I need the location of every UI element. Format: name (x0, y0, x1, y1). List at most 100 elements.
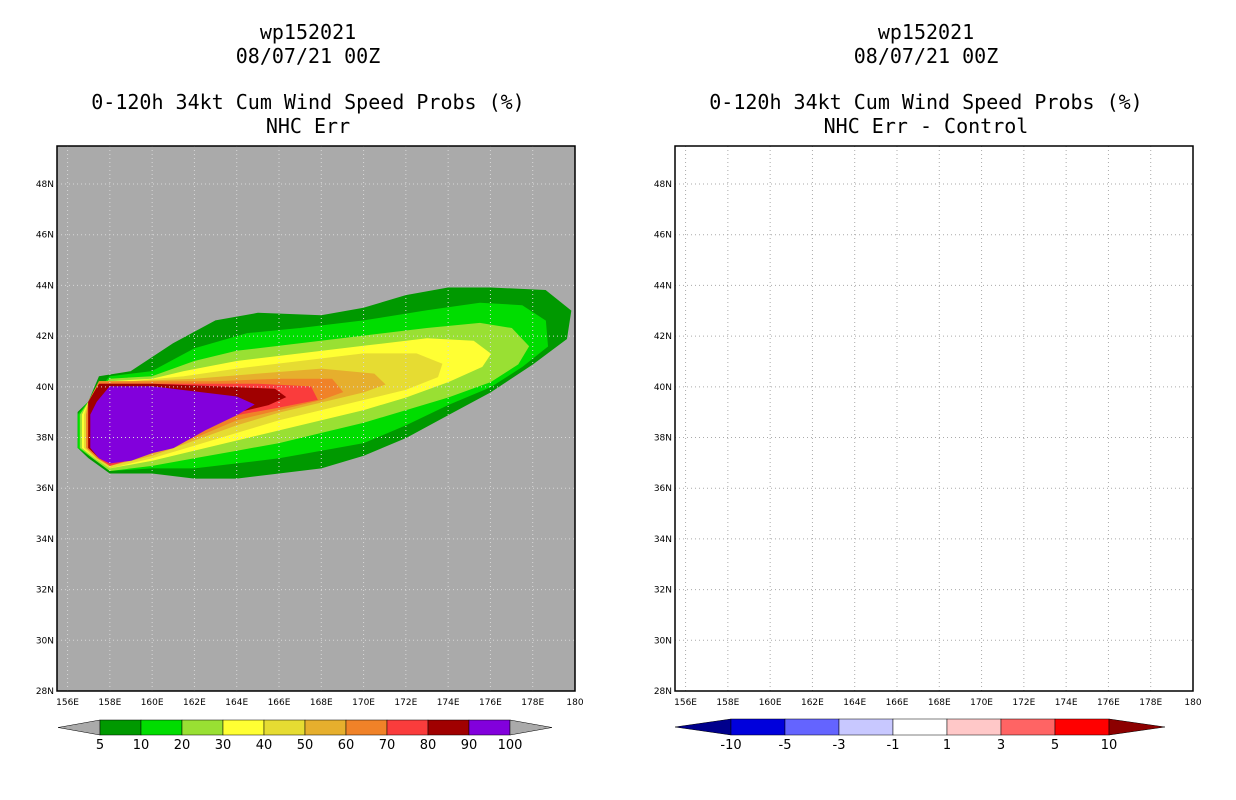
right-colorbar-swatch (892, 718, 948, 736)
left-y-tick-label: 32N (36, 586, 54, 596)
right-x-tick-label: 162E (801, 698, 824, 708)
left-y-tick-label: 30N (36, 636, 54, 646)
left-colorbar-swatch (427, 719, 470, 736)
right-colorbar-label: -5 (779, 738, 792, 753)
right-colorbar-swatch (730, 718, 786, 736)
chart-title-left: 0-120h 34kt Cum Wind Speed Probs (%) (91, 90, 525, 114)
left-y-tick-label: 42N (36, 332, 54, 342)
right-colorbar-arrow-low (674, 718, 732, 736)
right-y-tick-label: 44N (654, 281, 672, 291)
right-x-tick-label: 170E (970, 698, 993, 708)
left-y-tick-label: 44N (36, 281, 54, 291)
left-x-tick-label: 168E (310, 698, 333, 708)
chart-title-right: 0-120h 34kt Cum Wind Speed Probs (%) (709, 90, 1143, 114)
left-y-tick-label: 46N (36, 231, 54, 241)
right-colorbar-label: -10 (720, 738, 741, 753)
right-colorbar-swatch (784, 718, 840, 736)
left-colorbar-label: 50 (297, 738, 314, 753)
left-y-tick-label: 48N (36, 180, 54, 190)
right-y-tick-label: 40N (654, 383, 672, 393)
left-colorbar-label: 20 (174, 738, 191, 753)
left-colorbar-swatch (222, 719, 265, 736)
left-x-tick-label: 156E (56, 698, 79, 708)
left-y-tick-label: 36N (36, 484, 54, 494)
left-x-tick-label: 162E (183, 698, 206, 708)
left-contour-90 (90, 386, 255, 464)
left-x-tick-label: 158E (98, 698, 121, 708)
left-x-tick-label: 170E (352, 698, 375, 708)
left-colorbar-swatch (140, 719, 183, 736)
left-colorbar-arrow-high (509, 719, 553, 736)
probability-map-chart: 28N 30N 32N 34N 36N 38N 40N 42N 44N 46N 48N 156E 158… (36, 145, 584, 753)
chart-subtitle-left: NHC Err (265, 114, 351, 138)
right-x-tick-label: 160E (759, 698, 782, 708)
right-colorbar-swatch (1054, 718, 1110, 736)
left-x-tick-label: 166E (268, 698, 291, 708)
storm-id-left: wp152021 (259, 20, 357, 44)
left-y-tick-label: 34N (36, 535, 54, 545)
left-x-tick-label: 180 (566, 698, 583, 708)
left-x-tick-label: 160E (141, 698, 164, 708)
right-colorbar-label: 10 (1101, 738, 1118, 753)
left-x-tick-label: 174E (437, 698, 460, 708)
left-x-tick-label: 172E (394, 698, 417, 708)
right-x-tick-label: 156E (674, 698, 697, 708)
right-colorbar-label: -1 (887, 738, 900, 753)
right-colorbar-swatch (946, 718, 1002, 736)
right-colorbar-swatch (1000, 718, 1056, 736)
left-colorbar-swatch (345, 719, 388, 736)
right-y-tick-label: 34N (654, 535, 672, 545)
left-colorbar-arrow-low (57, 719, 101, 736)
left-plot-frame (56, 145, 576, 692)
date-right: 08/07/21 00Z (853, 44, 999, 68)
left-y-tick-label: 40N (36, 383, 54, 393)
right-colorbar-arrow-high (1108, 718, 1166, 736)
date-left: 08/07/21 00Z (235, 44, 381, 68)
right-y-tick-label: 46N (654, 231, 672, 241)
right-x-tick-label: 164E (843, 698, 866, 708)
storm-id-right: wp152021 (877, 20, 975, 44)
left-colorbar-label: 40 (256, 738, 273, 753)
left-colorbar-label: 70 (379, 738, 396, 753)
right-y-tick-label: 28N (654, 687, 672, 697)
right-x-tick-label: 178E (1139, 698, 1162, 708)
right-x-tick-label: 174E (1055, 698, 1078, 708)
right-y-tick-label: 30N (654, 636, 672, 646)
left-y-tick-label: 38N (36, 434, 54, 444)
right-x-tick-label: 176E (1097, 698, 1120, 708)
left-colorbar-label: 100 (498, 738, 523, 753)
right-plot-frame (674, 145, 1194, 692)
left-x-tick-label: 164E (225, 698, 248, 708)
left-colorbar-swatch (386, 719, 429, 736)
chart-subtitle-right: NHC Err - Control (823, 114, 1029, 138)
right-colorbar-label: 1 (943, 738, 951, 753)
left-colorbar-label: 30 (215, 738, 232, 753)
left-colorbar-label: 60 (338, 738, 355, 753)
left-colorbar-swatch (468, 719, 511, 736)
left-colorbar-label: 5 (96, 738, 104, 753)
right-x-tick-label: 168E (928, 698, 951, 708)
right-colorbar-label: -3 (833, 738, 846, 753)
right-x-tick-label: 172E (1012, 698, 1035, 708)
left-x-tick-label: 178E (521, 698, 544, 708)
right-y-tick-label: 38N (654, 434, 672, 444)
left-colorbar-label: 10 (133, 738, 150, 753)
right-colorbar-swatch (838, 718, 894, 736)
right-x-tick-label: 180 (1184, 698, 1201, 708)
left-colorbar-swatch (263, 719, 306, 736)
left-colorbar-label: 90 (461, 738, 478, 753)
left-colorbar-swatch (181, 719, 224, 736)
right-y-tick-label: 36N (654, 484, 672, 494)
right-colorbar-label: 5 (1051, 738, 1059, 753)
right-y-tick-label: 32N (654, 586, 672, 596)
left-y-tick-label: 28N (36, 687, 54, 697)
left-colorbar-swatch (304, 719, 347, 736)
right-x-tick-label: 166E (886, 698, 909, 708)
right-plot-background (675, 146, 1193, 691)
right-y-tick-label: 48N (654, 180, 672, 190)
left-colorbar-swatch (99, 719, 142, 736)
right-colorbar-label: 3 (997, 738, 1005, 753)
left-colorbar-label: 80 (420, 738, 437, 753)
right-x-tick-label: 158E (716, 698, 739, 708)
right-y-tick-label: 42N (654, 332, 672, 342)
